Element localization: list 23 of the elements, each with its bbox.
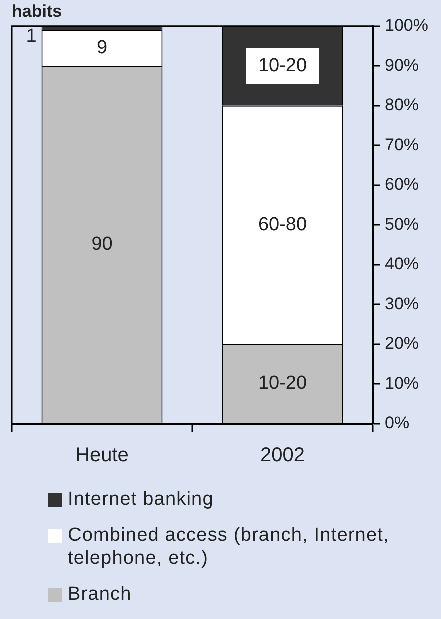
x-tick-label: Heute [76,444,129,467]
y-tick-label: 70% [385,135,420,154]
data-label: 10-20 [258,373,308,394]
legend-label: Branch [68,583,132,606]
data-label: 1 [26,26,37,48]
legend-label: Combined access (branch, Internet, telephone, etc.) [68,524,390,570]
y-tick-label: 30% [385,294,420,314]
y-tick-label: 0% [385,414,410,433]
y-tick-label: 90% [385,56,420,75]
y-tick-label: 50% [385,214,420,234]
y-tick-label: 60% [385,175,420,194]
y-tick-label: 100% [385,16,428,36]
y-tick-label: 80% [385,96,420,115]
legend-label: Internet banking [68,488,214,511]
data-label: 10-20 [258,55,308,76]
x-tick-label: 2002 [260,444,305,467]
y-tick-label: 20% [385,334,420,354]
y-tick-label: 40% [385,254,420,274]
chart-title: habits [12,2,62,21]
data-label: 60-80 [258,214,308,236]
data-label: 9 [96,38,108,58]
y-tick-label: 10% [385,374,420,393]
data-label: 90 [92,234,113,256]
